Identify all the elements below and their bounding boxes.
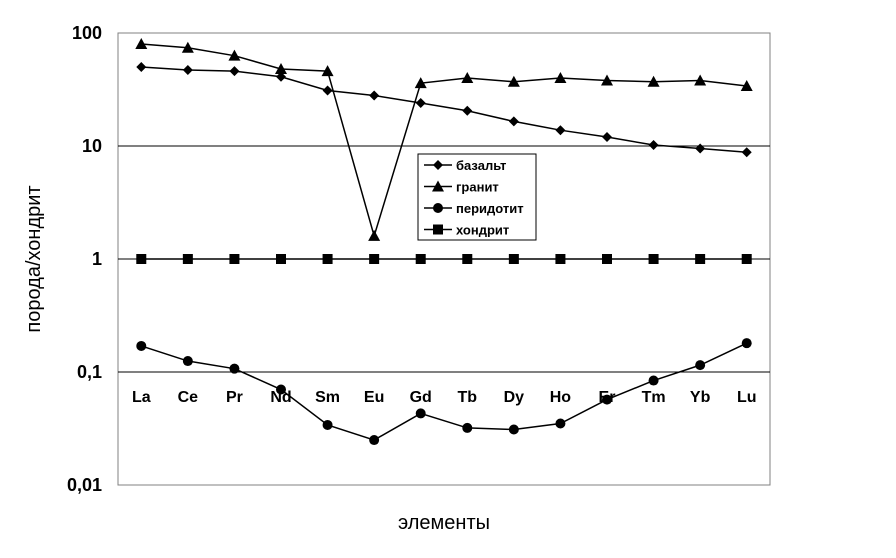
series-triangle <box>135 37 753 241</box>
data-point <box>741 254 752 264</box>
data-point <box>135 37 148 49</box>
data-point <box>462 254 473 264</box>
data-point <box>182 356 193 367</box>
data-point <box>507 75 520 87</box>
data-point <box>182 65 193 76</box>
x-tick-label: Tm <box>642 389 666 406</box>
data-point <box>229 66 240 77</box>
x-tick-label: Pr <box>226 389 243 406</box>
x-tick-label: Lu <box>737 389 757 406</box>
data-point <box>602 254 612 264</box>
y-axis-ticks: 100 10 1 0,1 0,01 <box>67 23 102 495</box>
y-tick-label: 0,1 <box>77 362 102 382</box>
x-tick-label: Ho <box>550 389 572 406</box>
series-line <box>141 66 747 154</box>
data-point <box>694 74 707 86</box>
x-tick-label: Yb <box>690 389 711 406</box>
x-tick-label: Gd <box>410 389 432 406</box>
data-point <box>229 363 240 374</box>
x-tick-label: Eu <box>364 389 384 406</box>
data-point <box>369 435 380 446</box>
data-point <box>275 63 287 75</box>
data-point <box>508 424 519 435</box>
legend-label: базальт <box>456 158 506 173</box>
x-axis-ticks: La Ce Pr Nd Sm Eu Gd Tb Dy Ho Er Tm Yb Lu <box>132 389 757 406</box>
y-tick-label: 1 <box>92 249 102 269</box>
data-point <box>555 254 566 264</box>
series-square <box>136 254 752 264</box>
data-point <box>741 147 752 158</box>
data-point <box>414 77 427 89</box>
data-point <box>182 254 193 264</box>
data-point <box>369 254 380 264</box>
data-point <box>601 74 613 86</box>
x-tick-label: Ce <box>178 389 199 406</box>
series-line <box>141 43 747 239</box>
y-tick-label: 100 <box>72 23 102 43</box>
y-axis-label: порода/хондрит <box>23 185 45 332</box>
data-point <box>368 229 381 241</box>
legend-marker <box>432 180 444 192</box>
data-point <box>461 71 474 83</box>
x-tick-label: Dy <box>504 389 525 406</box>
data-point <box>415 408 426 419</box>
data-point <box>602 394 612 405</box>
data-point <box>322 85 333 96</box>
x-tick-label: Tb <box>458 389 478 406</box>
data-point <box>555 125 566 136</box>
legend-label: перидотит <box>456 201 524 216</box>
series-diamond <box>136 62 752 158</box>
data-point <box>276 71 286 82</box>
data-point <box>229 254 240 264</box>
series-circle <box>136 338 752 446</box>
data-point <box>648 140 659 151</box>
data-point <box>741 338 752 349</box>
data-point <box>695 254 706 264</box>
data-point <box>462 422 473 433</box>
x-tick-label: Nd <box>270 389 291 406</box>
legend: базальт гранит перидотит хондрит <box>417 153 537 241</box>
x-axis-label: элементы <box>398 512 490 534</box>
data-point <box>322 419 333 430</box>
y-tick-label: 10 <box>82 136 102 156</box>
data-point <box>276 254 286 264</box>
data-point <box>648 254 659 264</box>
data-point <box>321 65 334 77</box>
data-point <box>136 62 147 73</box>
data-point <box>415 254 426 264</box>
legend-label: гранит <box>456 180 499 195</box>
legend-marker <box>433 160 443 170</box>
data-point <box>648 375 659 386</box>
legend-marker <box>433 224 443 235</box>
x-tick-label: Er <box>599 389 616 406</box>
series-line <box>141 342 748 441</box>
data-point <box>602 132 612 143</box>
data-point <box>322 254 333 264</box>
data-point <box>228 49 241 61</box>
data-point <box>136 254 147 264</box>
data-point <box>647 75 660 87</box>
data-point <box>508 254 519 264</box>
data-point <box>554 71 567 83</box>
data-point <box>555 418 566 429</box>
data-point <box>740 79 753 91</box>
data-point <box>508 116 519 127</box>
data-point <box>181 41 194 53</box>
y-tick-label: 0,01 <box>67 475 102 495</box>
data-point <box>415 98 426 109</box>
data-point <box>136 340 147 351</box>
legend-label: хондрит <box>456 223 509 238</box>
series-group <box>135 37 753 446</box>
data-point <box>695 143 706 154</box>
data-point <box>462 105 473 116</box>
data-point <box>276 384 286 395</box>
data-point <box>695 360 706 371</box>
x-tick-label: Sm <box>315 389 340 406</box>
x-tick-label: La <box>132 389 151 406</box>
legend-marker <box>433 203 443 213</box>
data-point <box>369 90 380 101</box>
